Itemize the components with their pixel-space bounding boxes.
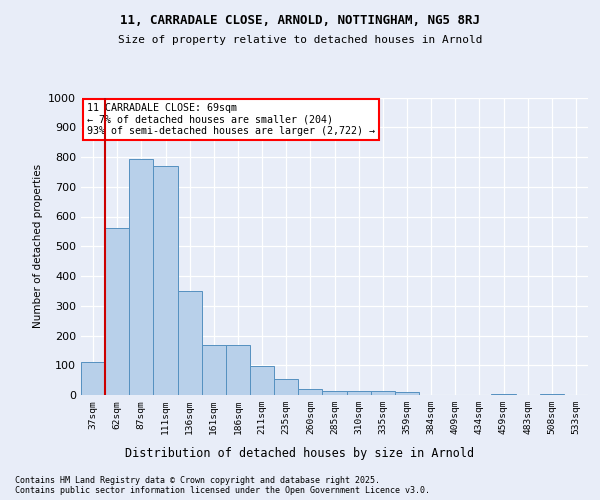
Bar: [347, 392, 371, 395]
Bar: [154, 166, 178, 395]
Text: Size of property relative to detached houses in Arnold: Size of property relative to detached ho…: [118, 35, 482, 45]
Text: 11 CARRADALE CLOSE: 69sqm
← 7% of detached houses are smaller (204)
93% of semi-: 11 CARRADALE CLOSE: 69sqm ← 7% of detach…: [86, 103, 374, 136]
Text: Contains public sector information licensed under the Open Government Licence v3: Contains public sector information licen…: [15, 486, 430, 495]
Bar: [491, 394, 515, 395]
Bar: [81, 362, 105, 395]
Y-axis label: Number of detached properties: Number of detached properties: [32, 164, 43, 328]
Bar: [322, 391, 347, 395]
Bar: [178, 291, 202, 395]
Bar: [202, 345, 226, 395]
Bar: [250, 366, 274, 395]
Bar: [371, 392, 395, 395]
Text: Distribution of detached houses by size in Arnold: Distribution of detached houses by size …: [125, 448, 475, 460]
Bar: [274, 378, 298, 395]
Text: Contains HM Land Registry data © Crown copyright and database right 2025.: Contains HM Land Registry data © Crown c…: [15, 476, 380, 485]
Text: 11, CARRADALE CLOSE, ARNOLD, NOTTINGHAM, NG5 8RJ: 11, CARRADALE CLOSE, ARNOLD, NOTTINGHAM,…: [120, 14, 480, 27]
Bar: [129, 159, 154, 395]
Bar: [298, 389, 322, 395]
Bar: [395, 392, 419, 395]
Bar: [226, 345, 250, 395]
Bar: [105, 228, 129, 395]
Bar: [540, 394, 564, 395]
